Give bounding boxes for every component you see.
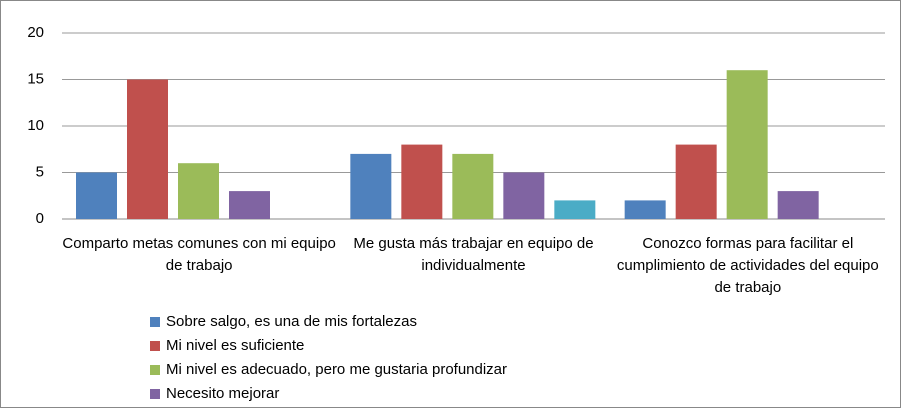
bar	[127, 79, 168, 219]
bar	[503, 172, 545, 219]
legend-label: Sobre salgo, es una de mis fortalezas	[166, 313, 417, 330]
bar	[777, 191, 819, 219]
x-tick-label: Conozco formas para facilitar el cumplim…	[616, 235, 879, 296]
legend-swatch	[150, 365, 160, 375]
bar	[452, 153, 494, 219]
y-tick-label: 10	[27, 117, 44, 134]
bar	[554, 200, 596, 219]
legend-swatch	[150, 341, 160, 351]
bar	[76, 172, 117, 219]
bar	[178, 163, 219, 219]
legend-label: Mi nivel es suficiente	[166, 337, 304, 354]
legend-swatch	[150, 389, 160, 399]
legend-label: Necesito mejorar	[166, 385, 279, 402]
y-tick-label: 5	[36, 163, 44, 180]
y-tick-label: 15	[27, 70, 44, 87]
bar	[401, 144, 443, 219]
bar	[350, 153, 392, 219]
legend-label: Mi nivel es adecuado, pero me gustaria p…	[166, 361, 507, 378]
x-tick-label: Me gusta más trabajar en equipo de indiv…	[353, 235, 594, 274]
x-tick-label: Comparto metas comunes con mi equipo de …	[62, 235, 336, 274]
y-tick-label: 0	[36, 210, 44, 227]
y-tick-label: 20	[27, 24, 44, 41]
bar	[675, 144, 717, 219]
legend-swatch	[150, 317, 160, 327]
bar	[624, 200, 666, 219]
bar	[726, 70, 768, 219]
bar	[229, 191, 270, 219]
